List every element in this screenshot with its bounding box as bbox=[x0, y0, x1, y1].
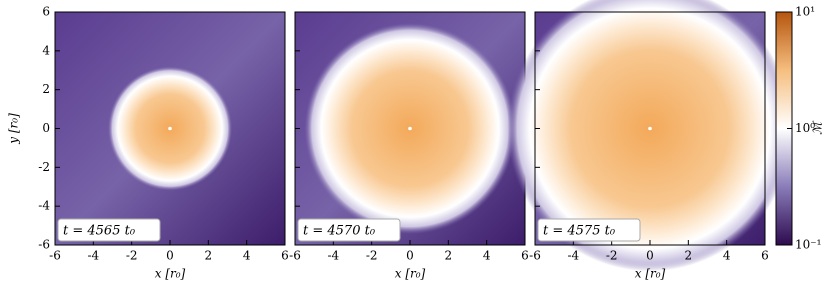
x-axis-label: x [r₀] bbox=[635, 267, 666, 281]
x-tick-label: -4 bbox=[567, 249, 579, 263]
x-tick-label: 2 bbox=[445, 249, 453, 263]
x-tick-label: -6 bbox=[289, 249, 301, 263]
time-annotation: t = 4575 t₀ bbox=[543, 224, 616, 239]
colorbar-tick-label: 10⁰ bbox=[795, 121, 815, 135]
x-tick-label: 6 bbox=[761, 249, 769, 263]
y-tick-label: -6 bbox=[38, 238, 50, 252]
x-tick-label: 0 bbox=[166, 249, 174, 263]
x-tick-label: 6 bbox=[281, 249, 289, 263]
annotation-box bbox=[537, 218, 641, 242]
x-tick-label: -2 bbox=[126, 249, 138, 263]
x-tick-label: -6 bbox=[529, 249, 541, 263]
time-annotation: t = 4565 t₀ bbox=[63, 224, 136, 239]
x-tick-label: -4 bbox=[87, 249, 99, 263]
shock-front bbox=[507, 0, 793, 272]
y-tick-label: 6 bbox=[42, 5, 50, 19]
y-axis-label: y [r₀] bbox=[7, 113, 21, 145]
x-tick-label: 6 bbox=[521, 249, 529, 263]
x-axis-label: x [r₀] bbox=[155, 267, 186, 281]
x-tick-label: -4 bbox=[327, 249, 339, 263]
x-tick-label: -6 bbox=[49, 249, 61, 263]
y-tick-label: -4 bbox=[38, 199, 50, 213]
x-tick-label: 4 bbox=[243, 249, 251, 263]
colorbar-tick-label: 10⁻¹ bbox=[795, 238, 821, 252]
colorbar-label: ℳ bbox=[811, 120, 825, 135]
annotation-box bbox=[297, 218, 401, 242]
x-tick-label: -2 bbox=[366, 249, 378, 263]
colorbar-tick-label: 10¹ bbox=[795, 5, 815, 19]
x-tick-label: 2 bbox=[205, 249, 213, 263]
x-axis-label: x [r₀] bbox=[395, 267, 426, 281]
x-tick-label: 0 bbox=[406, 249, 414, 263]
x-tick-label: -2 bbox=[606, 249, 618, 263]
central-source bbox=[168, 126, 172, 131]
y-tick-label: 4 bbox=[42, 43, 50, 57]
y-tick-label: -2 bbox=[38, 160, 50, 174]
central-source bbox=[648, 126, 652, 131]
y-tick-label: 2 bbox=[42, 82, 50, 96]
central-source bbox=[408, 126, 412, 131]
x-tick-label: 2 bbox=[685, 249, 693, 263]
y-tick-label: 0 bbox=[42, 121, 50, 135]
x-tick-label: 0 bbox=[646, 249, 654, 263]
x-tick-label: 4 bbox=[723, 249, 731, 263]
annotation-box bbox=[57, 218, 161, 242]
time-annotation: t = 4570 t₀ bbox=[303, 224, 376, 239]
x-tick-label: 4 bbox=[483, 249, 491, 263]
